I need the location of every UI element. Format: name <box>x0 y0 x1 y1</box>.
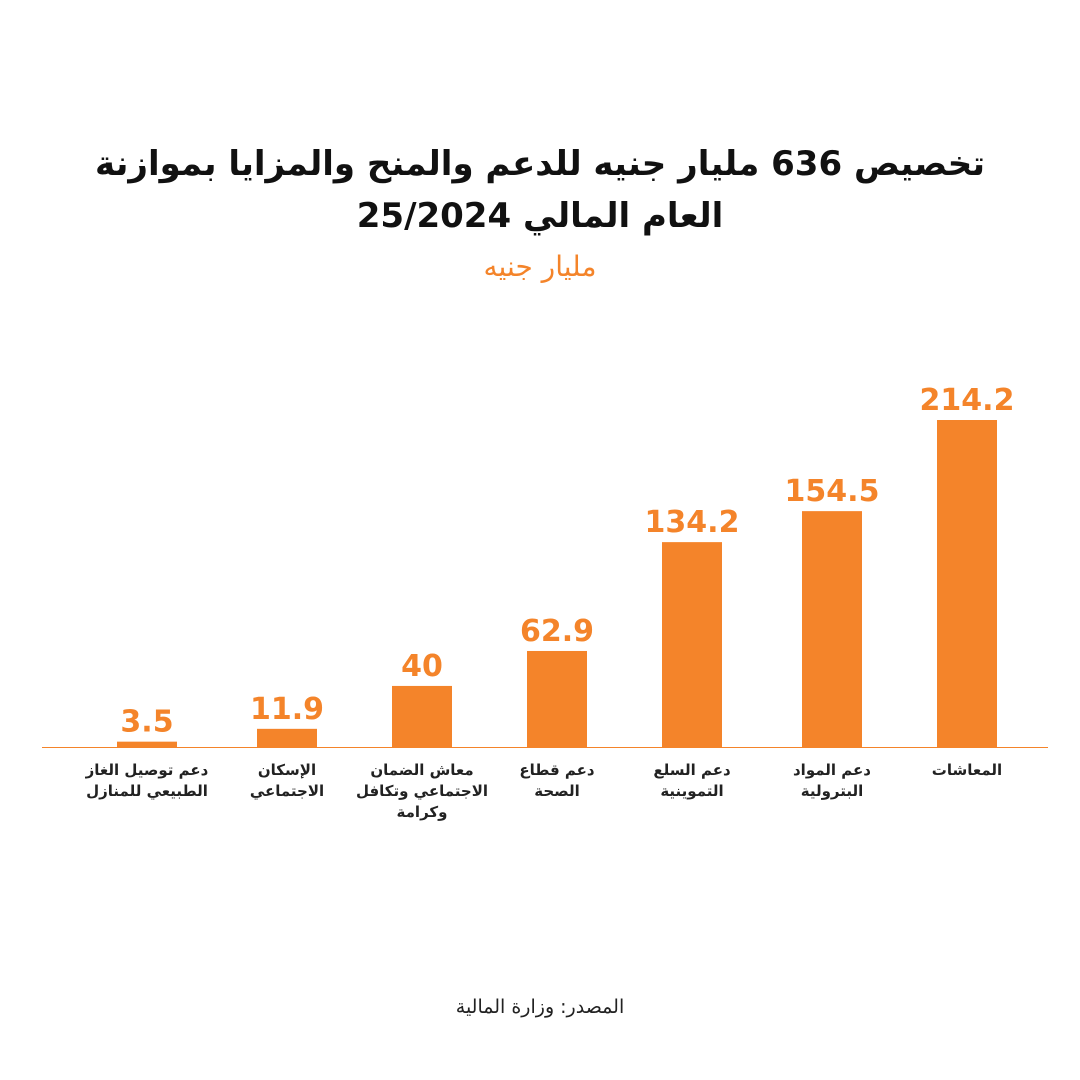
category-label-line: الاجتماعي وتكافل <box>355 782 489 800</box>
category-label-line: وكرامة <box>396 803 448 821</box>
value-label-3: 62.9 <box>520 614 594 649</box>
category-label-6: المعاشات <box>887 760 1047 781</box>
category-label-line: الاجتماعي <box>249 782 325 800</box>
bar-3 <box>527 650 587 747</box>
value-label-5: 154.5 <box>785 474 880 509</box>
category-label-4: دعم السلع التموينية <box>612 760 772 802</box>
value-label-4: 134.2 <box>645 505 740 540</box>
category-label-2: معاش الضمان الاجتماعي وتكافل وكرامة <box>342 760 502 823</box>
source-note: المصدر: وزارة المالية <box>455 996 625 1018</box>
category-label-line: التموينية <box>660 782 724 800</box>
category-label-1: الإسكان الاجتماعي <box>207 760 367 802</box>
category-label-3: دعم قطاع الصحة <box>477 760 637 802</box>
category-label-line: الطبيعي للمنازل <box>86 782 208 800</box>
chart-unit-subtitle: مليار جنيه <box>483 250 597 283</box>
category-label-line: البترولية <box>800 782 864 800</box>
value-label-6: 214.2 <box>920 383 1015 418</box>
bar-4 <box>662 542 722 747</box>
chart-title-line-1: تخصيص 636 مليار جنيه للدعم والمنح والمزا… <box>95 144 985 184</box>
category-label-line: دعم قطاع <box>519 761 595 779</box>
bar-6 <box>937 420 997 747</box>
category-label-line: معاش الضمان <box>370 761 474 779</box>
value-label-0: 3.5 <box>120 705 173 740</box>
category-label-5: دعم المواد البترولية <box>752 760 912 802</box>
category-label-line: دعم توصيل الغاز <box>85 761 209 779</box>
chart-title: تخصيص 636 مليار جنيه للدعم والمنح والمزا… <box>90 138 990 242</box>
category-label-line: دعم السلع <box>653 761 731 779</box>
category-label-line: الصحة <box>534 782 580 800</box>
bar-1 <box>257 728 317 747</box>
bar-0 <box>117 741 177 747</box>
category-label-line: الإسكان <box>257 761 317 779</box>
category-label-0: دعم توصيل الغاز الطبيعي للمنازل <box>67 760 227 802</box>
category-label-line: دعم المواد <box>792 761 871 779</box>
value-label-1: 11.9 <box>250 692 324 727</box>
value-label-2: 40 <box>401 649 443 684</box>
chart-title-line-2: العام المالي 25/2024 <box>356 196 724 236</box>
bar-2 <box>392 685 452 747</box>
category-label-line: المعاشات <box>931 761 1003 779</box>
bar-5 <box>802 511 862 747</box>
